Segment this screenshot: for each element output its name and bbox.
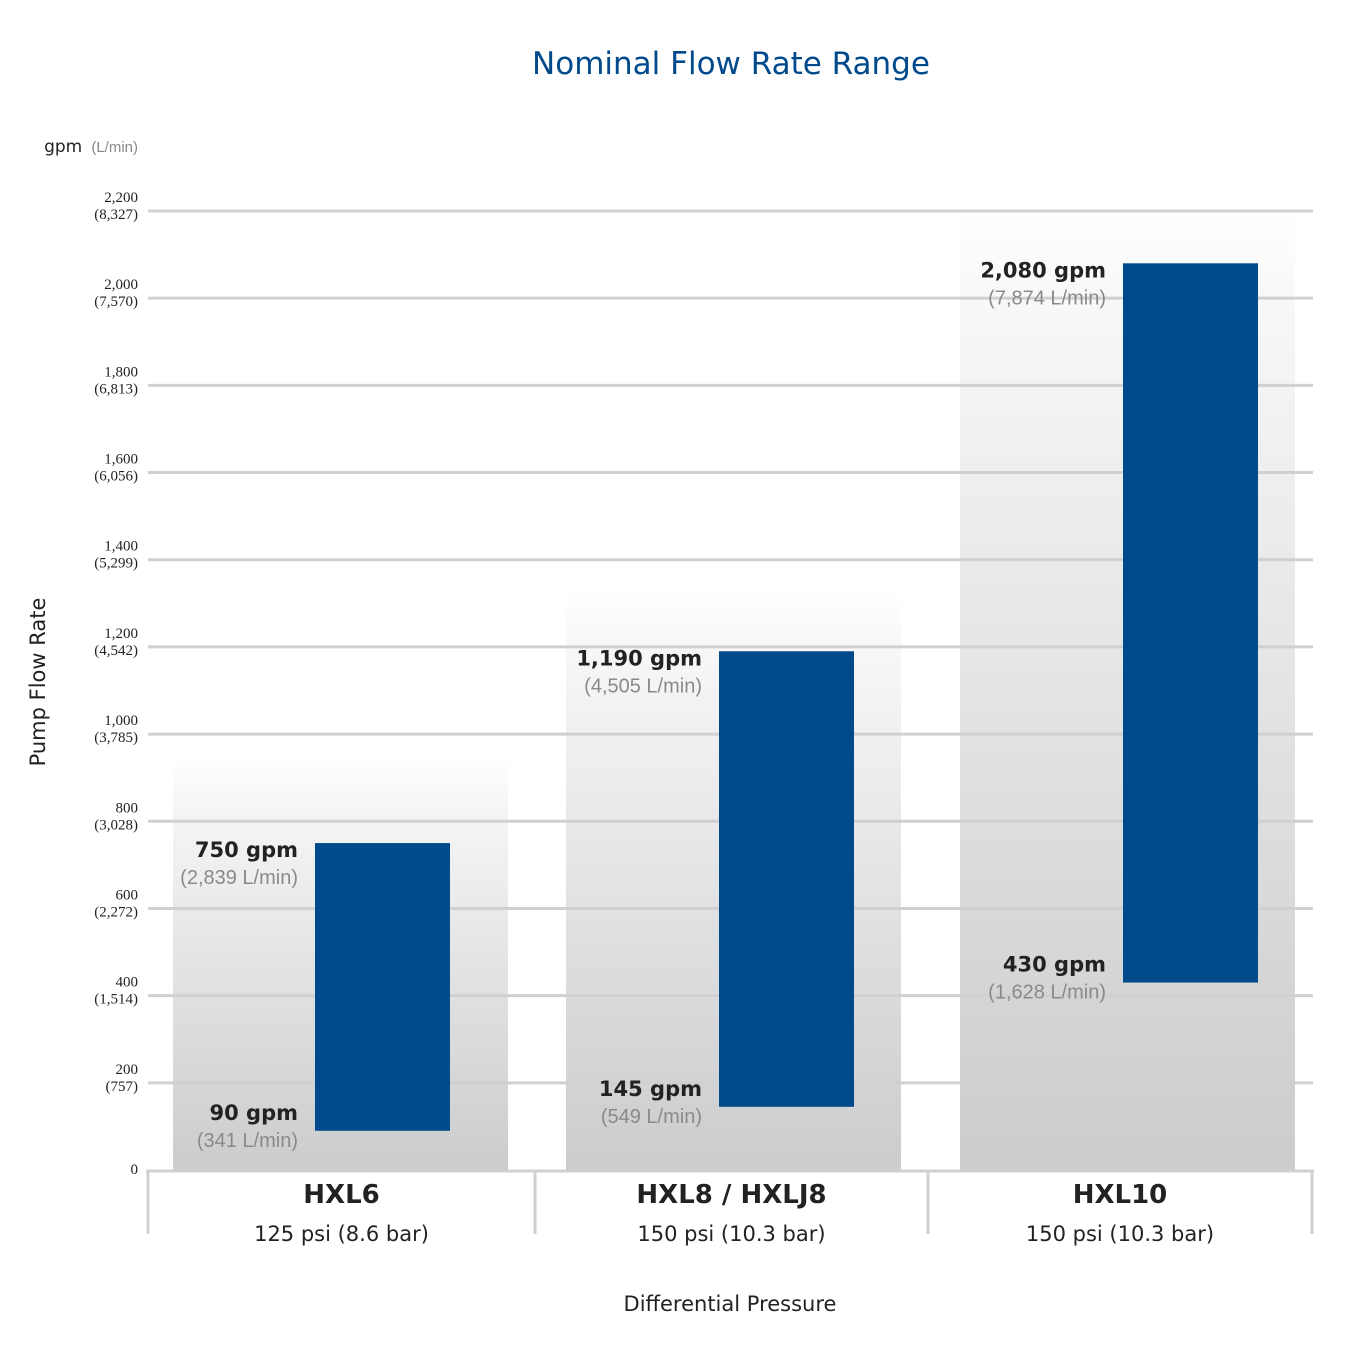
units-label: gpm (L/min) [44, 137, 138, 157]
y-tick-label: 1,200 [104, 626, 138, 642]
min-value-sublabel: (341 L/min) [197, 1130, 298, 1152]
min-value-sublabel: (549 L/min) [601, 1106, 702, 1128]
range-bar [315, 843, 450, 1131]
units-primary: gpm [44, 137, 82, 157]
max-value-sublabel: (2,839 L/min) [180, 867, 298, 889]
min-value-sublabel: (1,628 L/min) [988, 982, 1106, 1004]
y-tick-label: 0 [131, 1162, 139, 1178]
max-value-sublabel: (4,505 L/min) [584, 675, 702, 697]
y-tick-label: 600 [116, 887, 139, 903]
y-tick-sublabel: (6,056) [94, 469, 138, 485]
min-value-label: 430 gpm [1003, 953, 1106, 977]
y-tick-sublabel: (4,542) [94, 643, 138, 659]
min-value-label: 90 gpm [210, 1101, 298, 1125]
y-tick-label: 800 [116, 800, 139, 816]
y-tick-sublabel: (5,299) [94, 556, 138, 572]
y-tick-sublabel: (2,272) [94, 904, 138, 920]
y-tick-label: 400 [116, 975, 139, 991]
y-tick-label: 1,000 [104, 713, 138, 729]
x-axis-title: Differential Pressure [624, 1292, 837, 1316]
y-tick-label: 200 [116, 1062, 139, 1078]
y-tick-sublabel: (6,813) [94, 381, 138, 397]
category-pressure: 150 psi (10.3 bar) [637, 1222, 825, 1246]
y-axis-title: Pump Flow Rate [26, 598, 50, 767]
max-value-label: 1,190 gpm [576, 646, 702, 670]
y-tick-label: 1,400 [104, 539, 138, 555]
y-tick-sublabel: (1,514) [94, 992, 138, 1008]
range-bar [1123, 263, 1258, 983]
min-value-label: 145 gpm [599, 1077, 702, 1101]
category-label: HXL8 / HXLJ8 [636, 1180, 826, 1210]
max-value-label: 750 gpm [195, 838, 298, 862]
y-tick-sublabel: (3,028) [94, 817, 138, 833]
y-tick-sublabel: (757) [106, 1079, 139, 1095]
range-bar [719, 651, 854, 1107]
category-pressure: 125 psi (8.6 bar) [254, 1222, 429, 1246]
category-label: HXL6 [303, 1180, 379, 1210]
y-tick-sublabel: (3,785) [94, 730, 138, 746]
y-tick-label: 2,000 [104, 277, 138, 293]
max-value-sublabel: (7,874 L/min) [988, 287, 1106, 309]
chart-title: Nominal Flow Rate Range [532, 46, 930, 82]
y-tick-label: 2,200 [104, 190, 138, 206]
y-tick-sublabel: (8,327) [94, 207, 138, 223]
y-tick-label: 1,800 [104, 364, 138, 380]
y-tick-label: 1,600 [104, 452, 138, 468]
y-tick-sublabel: (7,570) [94, 294, 138, 310]
category-label: HXL10 [1073, 1180, 1168, 1210]
category-pressure: 150 psi (10.3 bar) [1026, 1222, 1214, 1246]
units-secondary: (L/min) [91, 139, 138, 156]
max-value-label: 2,080 gpm [980, 258, 1106, 282]
